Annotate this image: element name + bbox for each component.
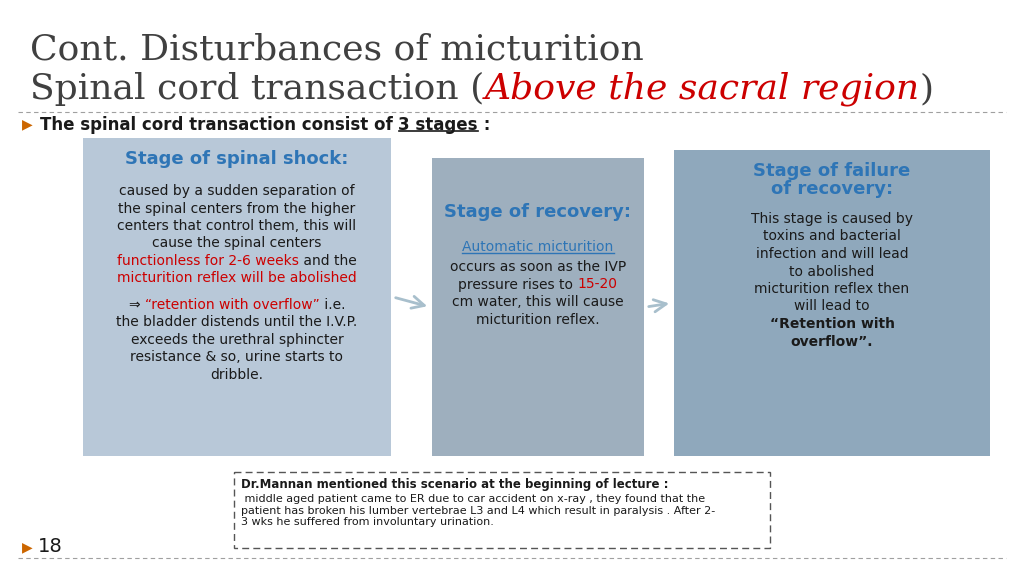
Text: pressure rises to: pressure rises to [459,278,578,291]
Text: the spinal centers from the higher: the spinal centers from the higher [119,202,355,215]
Text: Spinal cord transaction (: Spinal cord transaction ( [30,72,484,106]
Text: ⇒: ⇒ [129,298,144,312]
Text: of recovery:: of recovery: [771,180,893,198]
Text: Stage of failure: Stage of failure [754,162,910,180]
Text: micturition reflex.: micturition reflex. [476,313,600,327]
Text: resistance & so, urine starts to: resistance & so, urine starts to [130,350,343,364]
Text: Dr.Mannan mentioned this scenario at the beginning of lecture :: Dr.Mannan mentioned this scenario at the… [241,478,669,491]
Bar [83,138,391,456]
Text: exceeds the urethral sphincter: exceeds the urethral sphincter [131,333,343,347]
Text: infection and will lead: infection and will lead [756,247,908,261]
Text: dribble.: dribble. [211,367,263,382]
Text: “Retention with: “Retention with [769,317,895,331]
Text: will lead to: will lead to [795,300,869,313]
Text: micturition reflex then: micturition reflex then [755,282,909,296]
Text: “retention with overflow”: “retention with overflow” [144,298,319,312]
Text: Above the sacral region: Above the sacral region [484,72,920,107]
Text: centers that control them, this will: centers that control them, this will [118,219,356,233]
Bar [432,158,644,456]
Text: overflow”.: overflow”. [791,335,873,348]
Bar [674,150,990,456]
Text: i.e.: i.e. [319,298,345,312]
Text: caused by a sudden separation of: caused by a sudden separation of [119,184,354,198]
Text: middle aged patient came to ER due to car accident on x-ray , they found that th: middle aged patient came to ER due to ca… [241,494,715,527]
Text: functionless for 2-6 weeks: functionless for 2-6 weeks [117,254,299,268]
Text: ): ) [920,72,934,106]
Text: :: : [478,116,490,134]
Text: Stage of spinal shock:: Stage of spinal shock: [125,150,349,168]
Bar [234,472,770,548]
Text: the bladder distends until the I.V.P.: the bladder distends until the I.V.P. [117,315,357,329]
Text: ▶: ▶ [22,540,33,554]
Text: ▶: ▶ [22,117,33,131]
Text: micturition reflex will be abolished: micturition reflex will be abolished [117,271,357,286]
Text: 15-20: 15-20 [578,278,617,291]
Text: and the: and the [299,254,356,268]
Text: Automatic micturition: Automatic micturition [463,240,613,254]
Text: to abolished: to abolished [790,264,874,279]
Text: This stage is caused by: This stage is caused by [751,212,913,226]
Text: occurs as soon as the IVP: occurs as soon as the IVP [450,260,626,274]
Text: toxins and bacterial: toxins and bacterial [763,229,901,244]
Text: 18: 18 [38,537,62,556]
Text: The spinal cord transaction consist of: The spinal cord transaction consist of [40,116,398,134]
Text: Stage of recovery:: Stage of recovery: [444,203,632,221]
Text: 3 stages: 3 stages [398,116,478,134]
Text: cm water, this will cause: cm water, this will cause [453,295,624,309]
Text: Cont. Disturbances of micturition: Cont. Disturbances of micturition [30,32,644,66]
Text: cause the spinal centers: cause the spinal centers [153,237,322,251]
